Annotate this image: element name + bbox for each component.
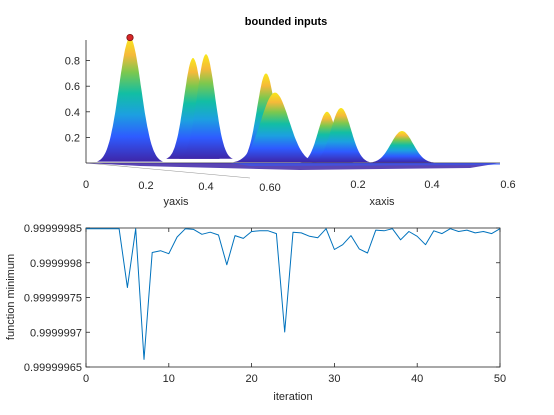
floor-edge xyxy=(85,162,251,179)
surface-x-tick-label: 0.2 xyxy=(350,179,365,191)
line-x-ticks: 0 10 20 30 40 50 xyxy=(83,228,506,385)
plot-box xyxy=(85,227,501,368)
z-tick-label: 0.4 xyxy=(65,107,80,119)
surface-x-tick-label: 0.6 xyxy=(500,179,515,191)
line-y-tick-label: 0.9999997 xyxy=(30,327,82,339)
line-chart: 0.99999985 0.9999998 0.99999975 0.9999997 0.… xyxy=(5,223,506,403)
surface-ylabel: yaxis xyxy=(163,196,189,208)
line-x-tick-label: 10 xyxy=(163,373,175,385)
surface-peak-p5 xyxy=(233,92,317,163)
surface-xlabel: xaxis xyxy=(369,196,395,208)
surface-y-tick-label: 0.60 xyxy=(259,182,280,194)
line-x-tick-label: 50 xyxy=(494,373,506,385)
line-y-tick-label: 0.9999998 xyxy=(30,258,82,270)
surface-chart: bounded inputs 0.8 0.6 0.4 0.2 0 0.2 0.4 0.6 0… xyxy=(65,16,516,208)
line-y-ticks: 0.99999985 0.9999998 0.99999975 0.9999997 0.… xyxy=(24,223,500,374)
z-ticks: 0.8 0.6 0.4 0.2 xyxy=(65,56,90,144)
line-x-tick-label: 0 xyxy=(83,373,89,385)
z-tick-label: 0.8 xyxy=(65,56,80,68)
line-y-tick-label: 0.99999965 xyxy=(24,362,82,374)
surface-x-ticks: 0 0.2 0.4 0.6 xyxy=(83,179,516,191)
surface-peak-p1 xyxy=(97,37,163,162)
surface-y-tick-label: 0.2 xyxy=(138,180,153,192)
surface-x-tick-label: 0.4 xyxy=(424,179,439,191)
surface-title: bounded inputs xyxy=(245,16,327,28)
line-xlabel: iteration xyxy=(273,391,312,403)
line-x-tick-label: 30 xyxy=(328,373,340,385)
z-tick-label: 0.2 xyxy=(65,132,80,144)
surface-y-ticks: 0.2 0.4 0.60 xyxy=(138,180,280,194)
surface-floor-highlight xyxy=(230,163,500,166)
surface-peak-p7 xyxy=(311,108,371,163)
surface-peaks xyxy=(86,37,500,170)
surface-x-tick-label: 0 xyxy=(83,179,89,191)
surface-peak-p8 xyxy=(369,131,435,163)
line-x-tick-label: 20 xyxy=(245,373,257,385)
line-ylabel: function minimum xyxy=(5,254,17,340)
line-y-tick-label: 0.99999975 xyxy=(24,293,82,305)
line-y-tick-label: 0.99999985 xyxy=(24,223,82,235)
surface-y-tick-label: 0.4 xyxy=(198,181,213,193)
series-line xyxy=(86,228,501,360)
line-x-tick-label: 40 xyxy=(411,373,423,385)
minimum-marker xyxy=(126,33,134,42)
surface-peak-p3 xyxy=(179,54,233,159)
z-tick-label: 0.6 xyxy=(65,81,80,93)
